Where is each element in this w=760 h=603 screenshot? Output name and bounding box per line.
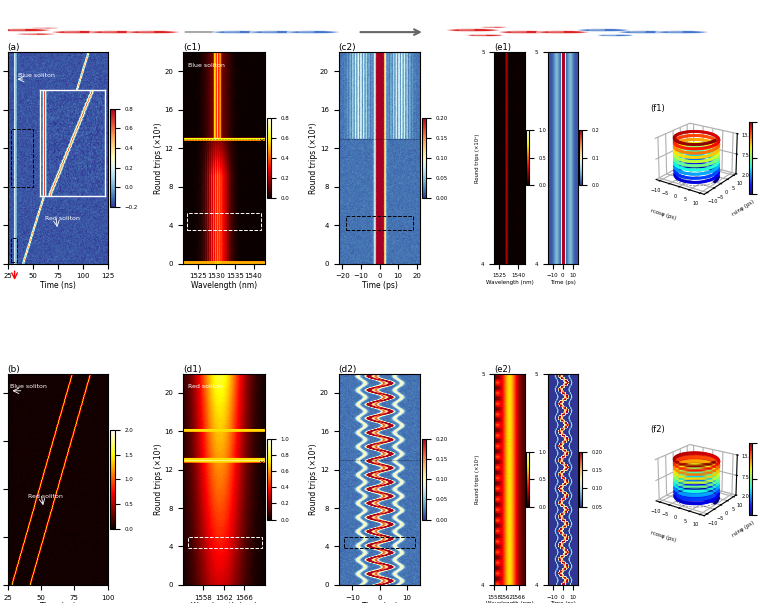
Circle shape xyxy=(64,31,80,32)
Circle shape xyxy=(224,31,240,32)
Circle shape xyxy=(299,31,315,32)
Text: ×: × xyxy=(258,460,264,466)
Bar xyxy=(344,537,415,548)
Text: (e1): (e1) xyxy=(494,43,511,52)
Text: (c1): (c1) xyxy=(183,43,201,52)
Y-axis label: Round trips (×10³): Round trips (×10³) xyxy=(309,122,318,194)
Y-axis label: Round trips (×10³): Round trips (×10³) xyxy=(475,455,480,504)
Circle shape xyxy=(597,34,634,36)
Circle shape xyxy=(667,31,683,32)
Circle shape xyxy=(447,29,499,31)
Bar xyxy=(188,537,262,548)
X-axis label: Time (ps): Time (ps) xyxy=(362,602,397,603)
X-axis label: rcosφ (ps): rcosφ (ps) xyxy=(650,530,676,542)
Circle shape xyxy=(52,31,104,34)
Circle shape xyxy=(17,33,55,35)
X-axis label: Time (ps): Time (ps) xyxy=(362,280,397,289)
Text: (f1): (f1) xyxy=(650,104,665,113)
Y-axis label: rsinφ (ps): rsinφ (ps) xyxy=(731,520,755,538)
Circle shape xyxy=(249,31,302,34)
Circle shape xyxy=(90,31,141,34)
Circle shape xyxy=(578,29,629,31)
Y-axis label: Round trips (×10³): Round trips (×10³) xyxy=(154,122,163,194)
X-axis label: Wavelength (nm): Wavelength (nm) xyxy=(486,280,534,285)
Bar xyxy=(11,238,17,262)
Text: Blue soliton: Blue soliton xyxy=(11,384,47,389)
Text: (c2): (c2) xyxy=(339,43,356,52)
Circle shape xyxy=(261,31,277,32)
Circle shape xyxy=(480,27,508,28)
Circle shape xyxy=(499,31,551,34)
Text: (d1): (d1) xyxy=(183,364,201,373)
Y-axis label: Round trips (×10³): Round trips (×10³) xyxy=(154,443,163,515)
Text: ×: × xyxy=(258,453,264,459)
Text: ×: × xyxy=(258,139,264,145)
X-axis label: Wavelength (nm): Wavelength (nm) xyxy=(486,601,534,603)
Circle shape xyxy=(537,31,588,34)
Text: (e2): (e2) xyxy=(494,364,511,373)
X-axis label: Wavelength (nm): Wavelength (nm) xyxy=(191,602,257,603)
Text: (a): (a) xyxy=(8,43,20,52)
Text: Blue soliton: Blue soliton xyxy=(188,63,225,68)
Y-axis label: Round trips (×10³): Round trips (×10³) xyxy=(309,443,318,515)
Text: ×: × xyxy=(258,131,264,137)
X-axis label: Wavelength (nm): Wavelength (nm) xyxy=(191,280,257,289)
X-axis label: Time (ns): Time (ns) xyxy=(40,280,75,289)
Text: (d2): (d2) xyxy=(339,364,357,373)
X-axis label: rcosφ (ps): rcosφ (ps) xyxy=(650,209,676,221)
Bar xyxy=(186,213,261,230)
Circle shape xyxy=(467,34,504,36)
X-axis label: Time (ns): Time (ns) xyxy=(40,602,75,603)
Bar xyxy=(346,215,413,230)
Circle shape xyxy=(127,31,179,34)
Text: Red soliton: Red soliton xyxy=(27,494,62,499)
Circle shape xyxy=(31,27,59,29)
Text: Red soliton: Red soliton xyxy=(45,216,80,221)
Circle shape xyxy=(548,31,564,32)
Circle shape xyxy=(0,29,50,31)
X-axis label: Time (ps): Time (ps) xyxy=(549,280,576,285)
X-axis label: Time (ps): Time (ps) xyxy=(549,601,576,603)
Circle shape xyxy=(619,31,670,34)
Circle shape xyxy=(630,31,646,32)
Circle shape xyxy=(656,31,708,34)
Circle shape xyxy=(138,31,154,32)
Circle shape xyxy=(212,31,264,34)
Text: (f2): (f2) xyxy=(650,425,665,434)
Y-axis label: Round trips (×10³): Round trips (×10³) xyxy=(475,133,480,183)
Text: Red soliton: Red soliton xyxy=(188,384,223,389)
Y-axis label: rsinφ (ps): rsinφ (ps) xyxy=(731,199,755,217)
Circle shape xyxy=(511,31,527,32)
Circle shape xyxy=(287,31,339,34)
Text: (b): (b) xyxy=(8,364,21,373)
Circle shape xyxy=(101,31,117,32)
Bar xyxy=(11,129,33,187)
Text: Blue soliton: Blue soliton xyxy=(17,74,55,78)
